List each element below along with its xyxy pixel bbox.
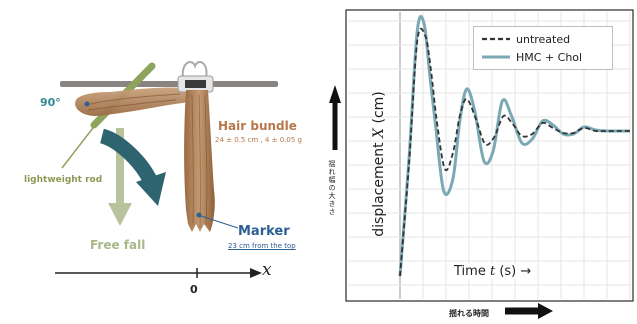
y-axis-label-text: displacement xyxy=(371,137,387,237)
legend-label-untreated: untreated xyxy=(516,32,571,46)
hair-bundle-hanging xyxy=(184,90,215,232)
marker-dot-swung xyxy=(84,101,90,107)
axis-zero-label: 0 xyxy=(190,283,198,296)
hair-strands-horizontal xyxy=(87,93,181,111)
marker-label: Marker xyxy=(238,224,290,239)
rod-label: lightweight rod xyxy=(24,175,103,185)
japanese-amplitude-label: 揺れ幅の大きさ xyxy=(328,160,336,216)
x-axis-arrow xyxy=(55,268,262,278)
horizontal-bar xyxy=(60,81,278,87)
hair-bundle-dimensions: 24 ± 0.5 cm , 4 ± 0.05 g xyxy=(215,136,302,144)
hair-bundle-label: Hair bundle xyxy=(218,119,297,133)
axis-x-label: x xyxy=(262,260,272,280)
angle-label: 90° xyxy=(40,96,61,109)
legend: untreated HMC + Chol xyxy=(473,26,613,70)
series-line-untreated xyxy=(399,27,630,277)
swing-arrow-icon xyxy=(99,128,166,206)
y-axis-label-unit: (cm) xyxy=(371,91,387,128)
amplitude-arrow-icon xyxy=(329,85,341,150)
marker-dot-hanging xyxy=(196,212,202,218)
x-axis-label-var: t xyxy=(489,264,496,279)
y-axis-label: displacement X (cm) xyxy=(371,91,387,237)
legend-swatch-treated xyxy=(482,55,510,59)
legend-label-treated: HMC + Chol xyxy=(516,50,583,64)
free-fall-label: Free fall xyxy=(90,238,146,252)
legend-item-treated: HMC + Chol xyxy=(482,49,582,65)
marker-pointer-line xyxy=(200,215,239,229)
legend-item-untreated: untreated xyxy=(482,31,570,47)
legend-swatch-untreated xyxy=(482,37,510,41)
clip-icon xyxy=(177,61,214,93)
marker-note: 23 cm from the top xyxy=(228,242,296,250)
japanese-time-label: 揺れる時間 xyxy=(449,309,489,318)
time-arrow-icon xyxy=(505,303,553,319)
plot-lines xyxy=(398,14,630,277)
hair-strands-hanging xyxy=(191,94,208,229)
x-axis-label-unit: (s) → xyxy=(495,264,532,279)
x-axis-label: Time t (s) → xyxy=(454,264,532,279)
y-axis-label-var: X xyxy=(371,127,387,138)
x-axis-label-text: Time xyxy=(454,264,490,279)
rod-pointer-line xyxy=(61,123,97,169)
